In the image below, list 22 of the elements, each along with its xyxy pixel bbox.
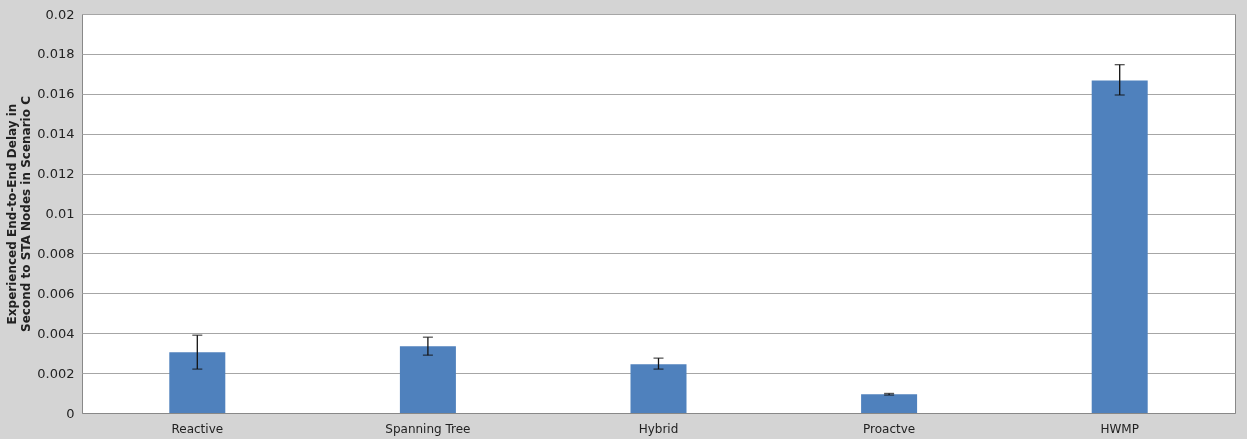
y-tick-label: 0.002	[37, 365, 75, 381]
y-tick-label: 0.018	[37, 46, 75, 62]
y-axis-title: Experienced End-to-End Delay in Second to STA Nodes in Scenario C	[5, 95, 34, 332]
y-tick-label: 0.006	[37, 285, 75, 301]
bar	[399, 346, 456, 413]
y-tick-label: 0.004	[37, 325, 75, 341]
x-tick-label: HWMP	[1100, 421, 1139, 436]
y-tick-label: 0.01	[45, 206, 75, 221]
bar	[861, 394, 918, 413]
bar	[1091, 80, 1148, 413]
y-tick-label: 0.008	[37, 245, 75, 261]
x-tick-label: Hybrid	[638, 421, 679, 436]
x-tick-label: Spanning Tree	[385, 421, 471, 436]
x-tick-label: Proactve	[863, 421, 916, 436]
x-tick-label: Reactive	[171, 421, 224, 436]
y-tick-label: 0.014	[37, 126, 75, 142]
bar	[169, 352, 226, 413]
y-tick-label: 0.012	[37, 166, 75, 182]
y-tick-label: 0.02	[45, 6, 75, 22]
y-tick-label: 0.016	[37, 86, 75, 102]
y-tick-label: 0	[66, 405, 75, 421]
bar	[630, 364, 687, 413]
